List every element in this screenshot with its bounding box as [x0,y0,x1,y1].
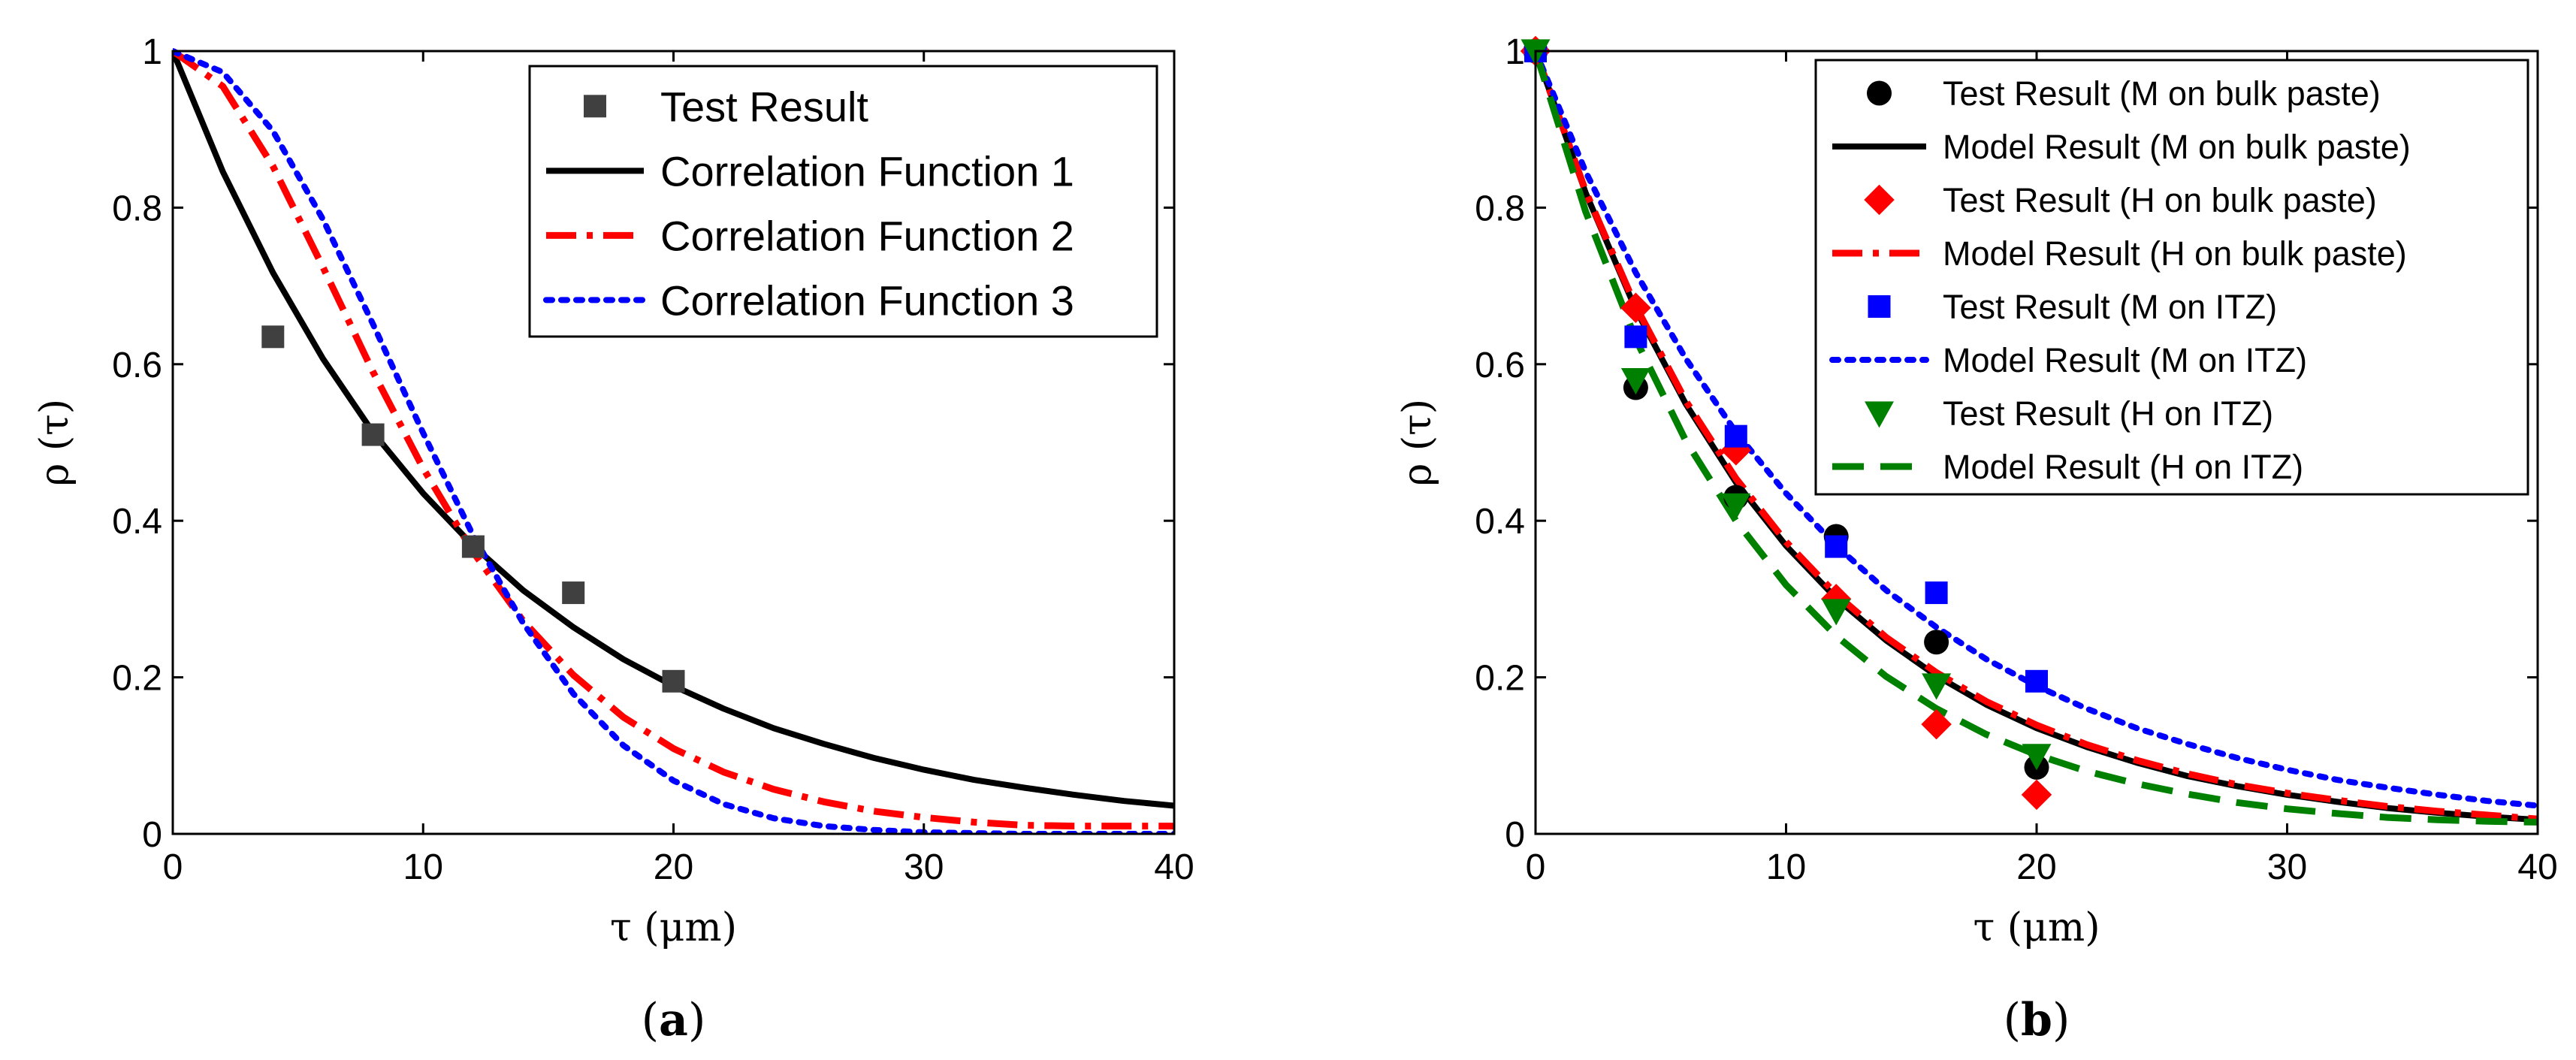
legend-swatch-marker [584,95,606,118]
legend-swatch-marker [1867,80,1892,106]
y-tick-label: 1 [142,32,162,72]
series-line-model-result-h-on-bulk-paste- [1536,50,2538,823]
y-axis-label: ρ (τ) [32,399,77,486]
series-line-correlation-function-2 [173,48,1174,830]
data-point [2021,779,2052,811]
legend-label: Model Result (M on bulk paste) [1943,128,2411,166]
y-tick-label: 0 [142,815,162,855]
legend-label: Correlation Function 3 [660,276,1074,324]
data-point [662,669,685,693]
data-point [1721,493,1751,520]
legend-label: Model Result (M on ITZ) [1943,341,2307,379]
legend-label: Test Result (M on bulk paste) [1943,74,2381,113]
x-tick-label: 40 [1154,847,1194,887]
legend: Test Result Correlation Function 1 Correla… [528,65,1158,338]
x-tick-label: 0 [163,847,183,887]
y-tick-label: 0.8 [1475,189,1525,228]
legend-label: Correlation Function 2 [660,212,1074,259]
legend-label: Test Result (M on ITZ) [1943,288,2277,326]
x-tick-label: 20 [654,847,693,887]
y-tick-label: 1 [1505,32,1525,72]
data-point [361,423,385,446]
legend: Test Result (M on bulk paste) Model Resul… [1814,59,2529,496]
data-point [1825,535,1848,558]
panel-label-letter: a [659,994,688,1046]
y-tick-label: 0.6 [1475,346,1525,385]
legend-label: Test Result (H on ITZ) [1943,394,2273,433]
data-point [1925,581,1948,605]
y-tick-label: 0.8 [112,189,162,228]
chart-panel-a: 0 10 20 30 40 0 0.2 0.4 0.6 0.8 1 τ (μm) ρ (τ) (a) Tes… [32,32,1194,1046]
data-point [1922,673,1952,700]
panel-label-open: ( [642,994,659,1046]
legend-label: Test Result [660,83,868,130]
panel-label-close: ) [688,994,705,1046]
y-tick-label: 0.2 [1475,659,1525,699]
data-point [1921,708,1952,740]
legend-swatch-marker [1865,401,1894,428]
data-point [1620,292,1651,324]
panel-label-close: ) [2052,994,2070,1046]
y-tick-label: 0.4 [112,502,162,542]
series-line-model-result-h-on-itz- [1536,50,2538,826]
data-point [562,581,585,605]
data-point [261,325,285,349]
legend-label: Model Result (H on ITZ) [1943,448,2303,486]
x-tick-label: 30 [2267,847,2307,887]
legend-box [528,65,1158,338]
x-axis-label: τ (μm) [1974,905,2100,950]
panel-label: (a) [642,994,706,1046]
x-tick-label: 20 [2016,847,2056,887]
y-axis-label: ρ (τ) [1395,399,1440,486]
data-point [1620,368,1650,395]
legend-swatch-marker [1868,295,1891,319]
y-tick-label: 0.6 [112,346,162,385]
panel-label-open: ( [2004,994,2021,1046]
x-tick-label: 40 [2517,847,2557,887]
x-tick-label: 0 [1526,847,1546,887]
panel-label: (b) [2004,994,2070,1046]
y-tick-label: 0.4 [1475,502,1525,542]
legend-label: Correlation Function 1 [660,147,1074,195]
legend-swatch-marker [1864,184,1895,216]
y-tick-label: 0 [1505,815,1525,855]
data-point [1724,424,1747,448]
legend-box [1814,59,2529,496]
x-tick-label: 10 [1766,847,1806,887]
y-tick-label: 0.2 [112,659,162,699]
data-point [1624,325,1647,349]
data-point [1924,630,1949,655]
chart-panel-b: 0 10 20 30 40 0 0.2 0.4 0.6 0.8 1 τ (μm) ρ (τ) (b) Tes… [1395,32,2558,1046]
legend-label: Test Result (H on bulk paste) [1943,181,2377,219]
data-point [1821,599,1851,626]
data-point [461,535,485,558]
data-point [2025,669,2048,693]
x-axis-label: τ (μm) [610,905,737,950]
legend-label: Model Result (H on bulk paste) [1943,234,2407,273]
data-point [2022,744,2052,771]
panel-label-letter: b [2021,994,2052,1046]
x-tick-label: 10 [403,847,443,887]
x-tick-label: 30 [904,847,944,887]
